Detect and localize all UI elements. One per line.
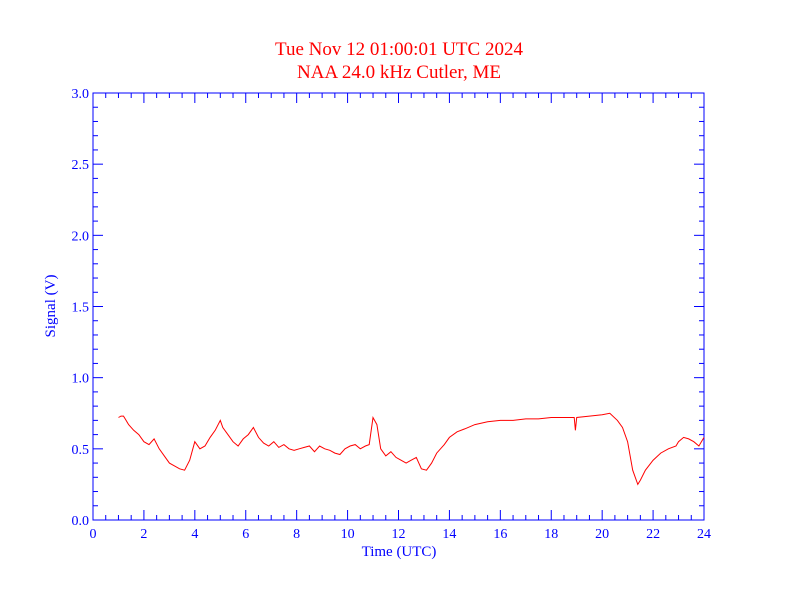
x-tick-label: 16 — [493, 527, 507, 542]
x-tick-label: 6 — [242, 527, 249, 542]
x-tick-label: 22 — [646, 527, 660, 542]
x-tick-label: 20 — [595, 527, 609, 542]
x-tick-label: 4 — [191, 527, 198, 542]
axis-tick-labels: 0 2 4 6 8 10 12 14 16 18 20 22 240.00.51.01.52.02.53… — [72, 87, 712, 542]
x-tick-label: 0 — [90, 527, 97, 542]
y-tick-label: 0.0 — [72, 514, 90, 529]
chart-subtitle: NAA 24.0 kHz Cutler, ME — [297, 62, 501, 83]
x-tick-label: 12 — [392, 527, 406, 542]
x-tick-label: 14 — [442, 527, 456, 542]
x-tick-label: 24 — [697, 527, 711, 542]
x-axis-title: Time (UTC) — [362, 544, 437, 560]
x-tick-label: 8 — [293, 527, 300, 542]
y-tick-label: 1.5 — [72, 301, 90, 316]
x-tick-label: 2 — [140, 527, 147, 542]
y-axis-title: Signal (V) — [43, 275, 59, 338]
y-tick-label: 1.0 — [72, 372, 90, 387]
axis-ticks — [92, 92, 705, 521]
x-tick-label: 18 — [544, 527, 558, 542]
chart-title: Tue Nov 12 01:00:01 UTC 2024 — [275, 39, 523, 60]
x-tick-label: 10 — [341, 527, 355, 542]
y-tick-label: 2.5 — [72, 158, 90, 173]
series-signal-line — [118, 412, 705, 486]
y-tick-label: 0.5 — [72, 443, 90, 458]
y-tick-label: 2.0 — [72, 229, 90, 244]
y-tick-label: 3.0 — [72, 87, 90, 102]
